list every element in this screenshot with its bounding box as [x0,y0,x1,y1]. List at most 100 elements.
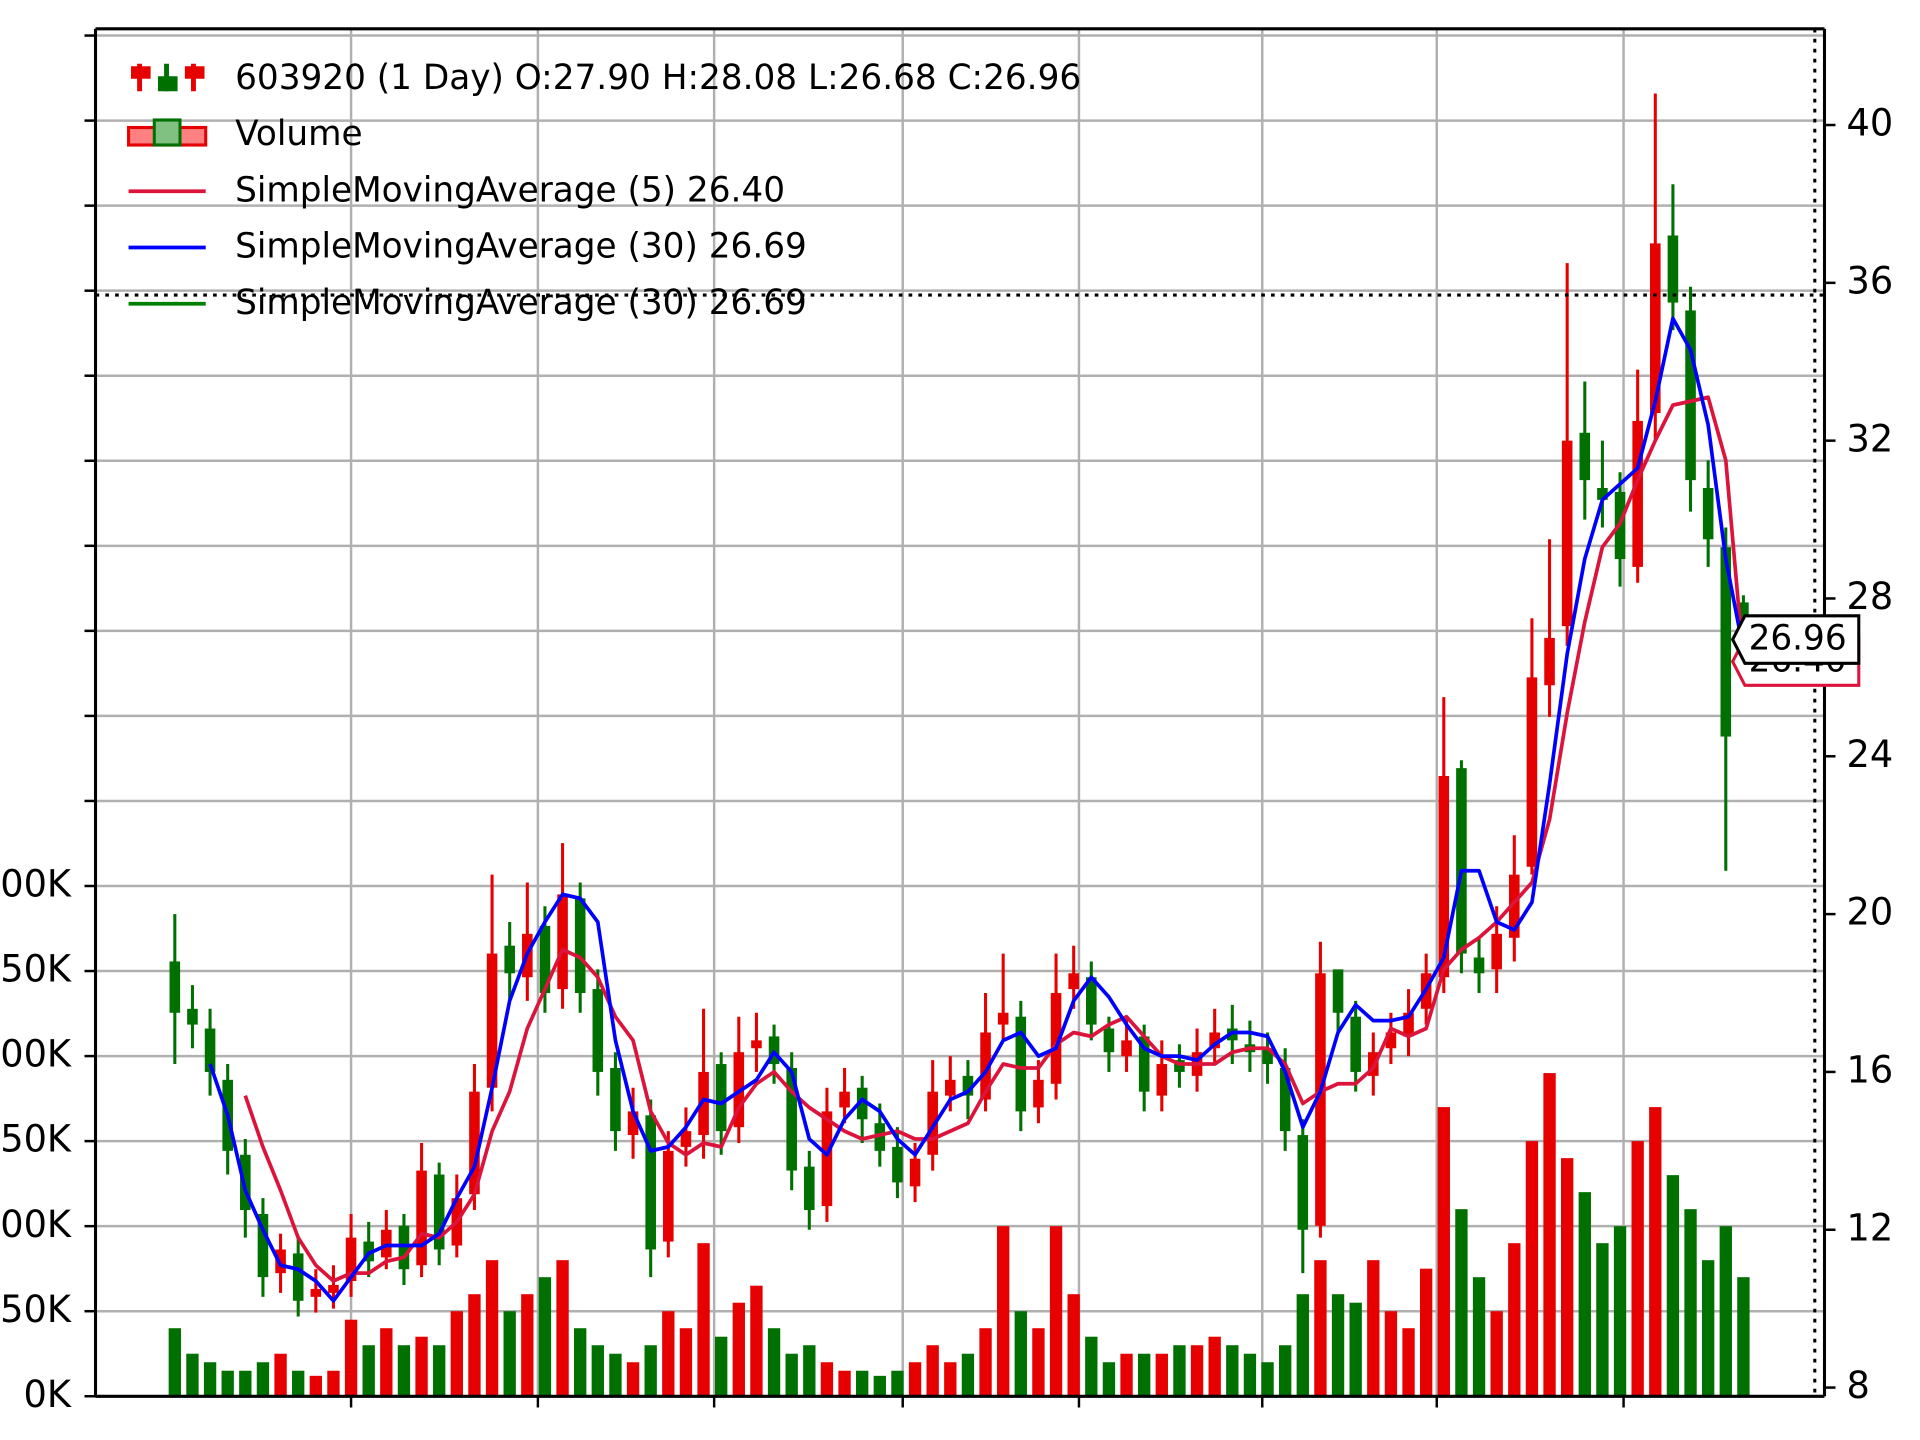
volume-bar [1384,1311,1398,1397]
candle-body [1526,677,1538,867]
candle-body [1597,488,1608,500]
y-tick-label: 200K [0,1032,73,1075]
volume-bar [591,1345,604,1397]
volume-bar [1120,1353,1133,1397]
volume-bar [1631,1141,1644,1397]
volume-bar [1613,1226,1627,1397]
volume-bar [891,1370,904,1397]
volume-bar [609,1353,622,1397]
candle-body [345,1237,357,1282]
y-tick-label: 0K [24,1373,73,1416]
volume-bar [1561,1158,1574,1397]
volume-bar [485,1260,499,1397]
candle-body [416,1170,427,1266]
candle-body [1262,1048,1273,1065]
volume-bar [221,1370,234,1397]
volume-bar [1437,1107,1450,1397]
candle-body [469,1091,480,1195]
volume-bar [1490,1311,1503,1397]
y-tick-label: 300K [0,862,73,905]
candle-body [1667,235,1679,303]
candle-body [1121,1040,1132,1057]
candle-body [1068,973,1079,990]
volume-bar [1032,1328,1045,1397]
candle-body [1579,432,1591,481]
volume-bar [1296,1294,1309,1397]
volume-bar [1173,1345,1186,1397]
candle-body [980,1032,991,1100]
candle-body [1315,973,1326,1226]
candle-body [187,1008,198,1025]
y2-tick-label: 32 [1847,417,1894,460]
volume-bar [1578,1192,1591,1397]
candle-body [1650,243,1661,414]
candle-body [539,925,551,994]
volume-bar [468,1294,481,1397]
volume-bar [1666,1175,1680,1397]
volume-bar [450,1311,463,1397]
candle-body [715,1064,727,1132]
volume-bar [256,1362,270,1397]
candle-body [1033,1079,1044,1108]
candle-body [1456,768,1467,954]
volume-bar [1331,1294,1345,1397]
volume-bar [1737,1277,1750,1397]
volume-bar [1684,1209,1697,1397]
volume-bar [785,1353,798,1397]
volume-bar [380,1328,393,1397]
candle-body [257,1213,269,1278]
candle-body [804,1166,815,1211]
y2-tick-label: 8 [1847,1364,1870,1407]
volume-bar [715,1336,728,1397]
candle-body [1086,977,1097,1025]
sma-line [243,395,1746,1283]
legend-icon [152,118,182,147]
volume-bar [292,1370,305,1397]
volume-bar [503,1311,516,1397]
candle-body [610,1067,621,1132]
legend-icon [157,76,178,92]
volume-bar [961,1353,975,1397]
y-tick-label: 150K [0,1117,73,1160]
volume-bar [767,1328,781,1397]
candle-body [927,1091,938,1155]
candle-body [1015,1016,1027,1112]
candle-body [504,945,515,974]
legend-label: 603920 (1 Day) O:27.90 H:28.08 L:26.68 C… [235,58,1081,98]
volume-bar [1102,1362,1116,1397]
candle-body [328,1284,339,1293]
volume-bar [626,1362,640,1397]
candle-body [1209,1032,1220,1049]
volume-bar [803,1345,816,1397]
candle-body [839,1091,850,1108]
volume-bar [1014,1311,1027,1397]
volume-bar [1420,1268,1433,1397]
candle-body [1138,1036,1150,1092]
volume-bar [309,1375,322,1397]
volume-bar [979,1328,992,1397]
volume-bar [538,1277,552,1397]
y-tick-label: 250K [0,947,73,990]
volume-bar [944,1362,957,1397]
candle-body [1685,310,1696,481]
candle-body [821,1111,833,1207]
candle-body [381,1229,392,1258]
candle-body [627,1111,639,1136]
candle-body [856,1087,868,1120]
candle-body [433,1174,445,1250]
volume-bar [1367,1260,1380,1397]
candle-body [1544,637,1555,686]
volume-bar [1649,1107,1662,1397]
candle-body [1156,1064,1168,1096]
volume-bar [1596,1243,1609,1397]
candle-body [292,1253,304,1301]
volume-bar [1085,1336,1098,1397]
legend-icon [184,66,205,79]
volume-bar [1719,1226,1732,1397]
candle-body [1297,1135,1309,1230]
candle-body [240,1154,251,1211]
candle-body [1491,933,1502,970]
candle-body [398,1225,410,1270]
